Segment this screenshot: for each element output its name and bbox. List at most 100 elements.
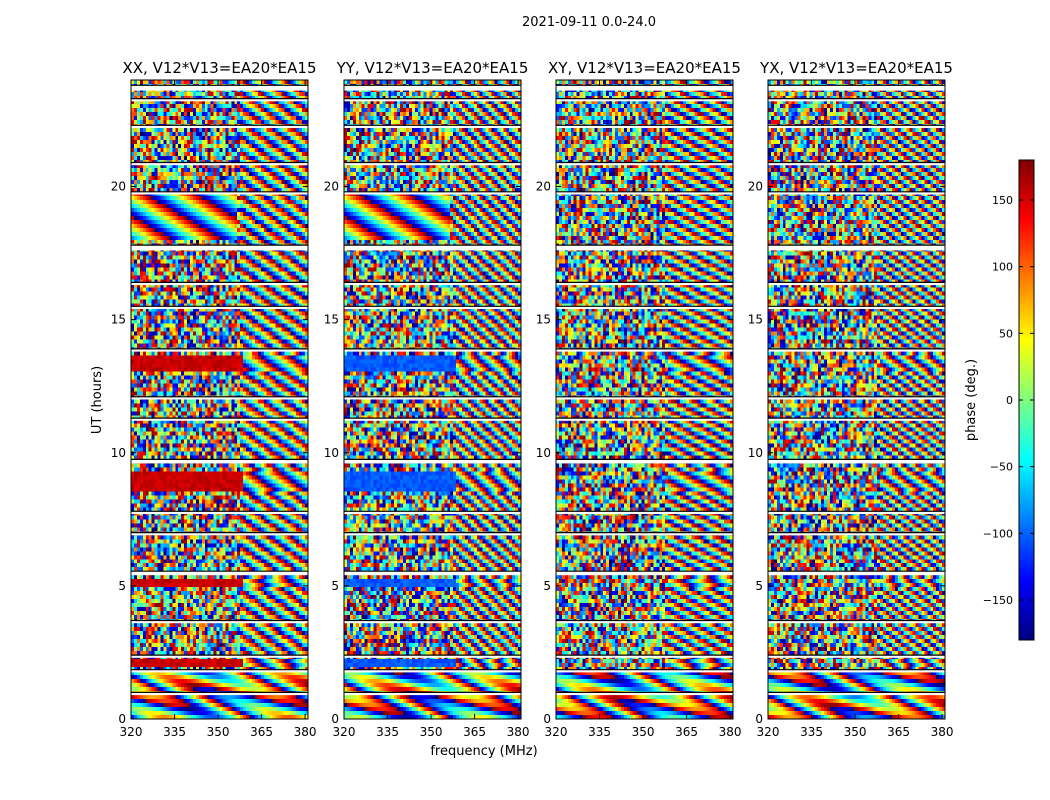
- flagged-band: [344, 125, 521, 128]
- x-tick-label: 335: [588, 725, 611, 739]
- panel-title: YX, V12*V13=EA20*EA15: [759, 59, 953, 77]
- flagged-band: [556, 282, 733, 286]
- colorbar-tick-label: 50: [999, 327, 1013, 340]
- flagged-band: [768, 418, 945, 421]
- figure-suptitle: 2021-09-11 0.0-24.0: [522, 15, 656, 30]
- flagged-band: [556, 511, 733, 514]
- flagged-band: [131, 98, 308, 102]
- flagged-band: [768, 532, 945, 536]
- x-tick-label: 320: [120, 725, 143, 739]
- flagged-band: [344, 85, 521, 91]
- panel-xx: XX, V12*V13=EA20*EA15 320 335 350 365 380 0 5 10…: [111, 59, 317, 739]
- colorbar-tick-label: −50: [990, 461, 1013, 474]
- flagged-band: [131, 348, 308, 352]
- flagged-band: [131, 620, 308, 624]
- flagged-band: [556, 532, 733, 536]
- flagged-band: [768, 692, 945, 696]
- y-tick-label: 20: [324, 180, 339, 194]
- x-tick-label: 350: [632, 725, 655, 739]
- flagged-band: [768, 245, 945, 251]
- colorbar-ticks: 150 100 50 0 −50 −100 −150: [983, 194, 1034, 607]
- panel-yx: YX, V12*V13=EA20*EA15 320 335 350 365 380 0 5 10…: [748, 59, 954, 739]
- flagged-band: [344, 418, 521, 421]
- flagged-band: [344, 692, 521, 696]
- y-tick-label: 20: [748, 180, 763, 194]
- panel-xy: XY, V12*V13=EA20*EA15 320 335 350 365 380 0 5 10…: [536, 59, 742, 739]
- x-tick-label: 365: [675, 725, 698, 739]
- flagged-band: [556, 162, 733, 166]
- flagged-band: [768, 620, 945, 624]
- colorbar-tick-label: −150: [983, 594, 1013, 607]
- flagged-band: [768, 669, 945, 673]
- y-tick-label: 10: [324, 446, 339, 460]
- flagged-band: [131, 418, 308, 421]
- flagged-band: [344, 282, 521, 286]
- colorbar-tick-label: 150: [992, 194, 1013, 207]
- flagged-band: [768, 162, 945, 166]
- y-tick-label: 0: [118, 712, 126, 726]
- panel-frame: [343, 79, 522, 720]
- flagged-band: [131, 655, 308, 658]
- y-tick-label: 5: [755, 579, 763, 593]
- flagged-band: [768, 655, 945, 658]
- y-tick-label: 0: [755, 712, 763, 726]
- y-tick-label: 5: [543, 579, 551, 593]
- x-tick-label: 380: [294, 725, 317, 739]
- panel-yy: YY, V12*V13=EA20*EA15 320 335 350 365 380 0 5 10…: [324, 59, 530, 739]
- flagged-band: [768, 459, 945, 464]
- y-tick-label: 20: [111, 180, 126, 194]
- flagged-band: [556, 571, 733, 576]
- flagged-band: [768, 282, 945, 286]
- x-tick-label: 350: [207, 725, 230, 739]
- colorbar: 150 100 50 0 −50 −100 −150 phase (deg.): [964, 159, 1035, 641]
- x-tick-label: 365: [463, 725, 486, 739]
- flagged-band: [131, 282, 308, 286]
- y-tick-label: 20: [536, 180, 551, 194]
- flagged-band: [556, 98, 733, 102]
- flagged-band: [768, 511, 945, 514]
- y-tick-label: 10: [111, 446, 126, 460]
- flagged-band: [768, 306, 945, 309]
- x-tick-label: 320: [545, 725, 568, 739]
- colorbar-tick-label: 100: [992, 261, 1013, 274]
- flagged-band: [768, 396, 945, 400]
- flagged-band: [344, 348, 521, 352]
- flagged-band: [344, 532, 521, 536]
- flagged-band: [556, 125, 733, 128]
- flagged-band: [556, 418, 733, 421]
- panel-frame: [767, 79, 946, 720]
- x-tick-label: 335: [800, 725, 823, 739]
- colorbar-tick-label: 0: [1006, 394, 1013, 407]
- flagged-band: [556, 85, 733, 91]
- flagged-band: [131, 191, 308, 195]
- colorbar-tick-label: −100: [983, 527, 1013, 540]
- y-tick-label: 10: [748, 446, 763, 460]
- y-tick-label: 5: [331, 579, 339, 593]
- flagged-band: [131, 245, 308, 251]
- y-tick-label: 15: [536, 313, 551, 327]
- flagged-band: [131, 396, 308, 400]
- flagged-band: [768, 191, 945, 195]
- flagged-band: [131, 306, 308, 309]
- panels: XX, V12*V13=EA20*EA15 320 335 350 365 380 0 5 10…: [111, 59, 954, 739]
- flagged-band: [556, 459, 733, 464]
- flagged-band: [344, 571, 521, 576]
- y-tick-label: 0: [331, 712, 339, 726]
- y-tick-label: 15: [111, 313, 126, 327]
- x-axis-label: frequency (MHz): [430, 744, 537, 759]
- x-tick-label: 320: [333, 725, 356, 739]
- flagged-band: [344, 655, 521, 658]
- panel-frame: [555, 79, 734, 720]
- panel-title: XX, V12*V13=EA20*EA15: [122, 59, 316, 77]
- flagged-band: [344, 306, 521, 309]
- flagged-band: [556, 692, 733, 696]
- flagged-band: [556, 620, 733, 624]
- panel-frame: [130, 79, 309, 720]
- x-tick-label: 335: [163, 725, 186, 739]
- flagged-band: [768, 125, 945, 128]
- flagged-band: [131, 459, 308, 464]
- x-tick-label: 380: [719, 725, 742, 739]
- flagged-band: [556, 396, 733, 400]
- flagged-band: [556, 655, 733, 658]
